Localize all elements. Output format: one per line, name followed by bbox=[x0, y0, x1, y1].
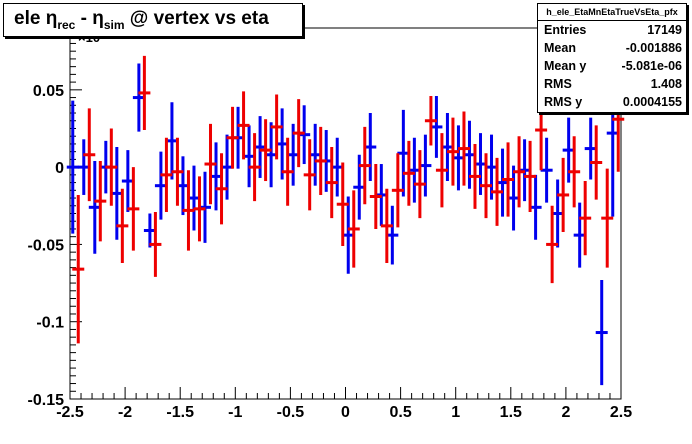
stats-row-rms: RMS 1.408 bbox=[538, 75, 686, 93]
stats-row-mean: Mean -0.001886 bbox=[538, 39, 686, 57]
stats-box: h_ele_EtaMnEtaTrueVsEta_pfx Entries 17149… bbox=[537, 3, 687, 113]
stats-row-entries: Entries 17149 bbox=[538, 21, 686, 39]
x-axis: -2.5 -2 -1.5 -1 -0.5 0 0.5 1 1.5 2 2.5 bbox=[56, 387, 632, 421]
title-subscript-sim: sim bbox=[103, 17, 125, 32]
stats-value: 0.0004155 bbox=[622, 95, 682, 109]
title-part: @ vertex vs eta bbox=[124, 8, 269, 29]
stats-key: Mean y bbox=[544, 59, 587, 73]
title-eta-symbol: η bbox=[45, 8, 58, 29]
title-part: - bbox=[75, 8, 93, 29]
y-tick-label: -0.05 bbox=[28, 237, 65, 254]
chart-title: ele ηrec - ηsim @ vertex vs eta bbox=[14, 8, 269, 32]
y-tick-label: -0.1 bbox=[36, 315, 64, 332]
y-axis: -0.15 -0.1 -0.05 0 0.05 bbox=[28, 27, 82, 409]
stats-key: Mean bbox=[544, 41, 576, 55]
stats-value: -5.081e-06 bbox=[621, 59, 682, 73]
stats-row-mean-y: Mean y -5.081e-06 bbox=[538, 57, 686, 75]
stats-value: 17149 bbox=[647, 23, 682, 37]
x-tick-label: 0 bbox=[341, 404, 350, 421]
title-eta-symbol: η bbox=[92, 8, 104, 29]
stats-value: -0.001886 bbox=[625, 41, 682, 55]
y-tick-label: 0.05 bbox=[33, 83, 64, 100]
stats-row-rms-y: RMS y 0.0004155 bbox=[538, 93, 686, 111]
x-tick-label: -0.5 bbox=[277, 404, 305, 421]
x-tick-label: 0.5 bbox=[389, 404, 411, 421]
title-subscript-rec: rec bbox=[57, 17, 76, 32]
stats-header: h_ele_EtaMnEtaTrueVsEta_pfx bbox=[538, 4, 686, 21]
stats-key: Entries bbox=[544, 23, 587, 37]
y-tick-label: -0.15 bbox=[28, 392, 65, 409]
x-tick-label: 2 bbox=[561, 404, 570, 421]
x-tick-label: 2.5 bbox=[610, 404, 632, 421]
x-tick-label: 1 bbox=[451, 404, 460, 421]
x-tick-label: -1 bbox=[228, 404, 242, 421]
data-series bbox=[66, 49, 625, 386]
title-box: ele ηrec - ηsim @ vertex vs eta bbox=[3, 3, 303, 37]
stats-value: 1.408 bbox=[650, 77, 682, 91]
title-part: ele bbox=[14, 8, 46, 29]
x-tick-label: 1.5 bbox=[500, 404, 522, 421]
x-tick-label: -1.5 bbox=[166, 404, 194, 421]
y-tick-label: 0 bbox=[55, 160, 64, 177]
stats-key: RMS y bbox=[544, 95, 583, 109]
stats-key: RMS bbox=[544, 77, 572, 91]
x-tick-label: -2 bbox=[118, 404, 132, 421]
x-tick-label: -2.5 bbox=[56, 404, 84, 421]
